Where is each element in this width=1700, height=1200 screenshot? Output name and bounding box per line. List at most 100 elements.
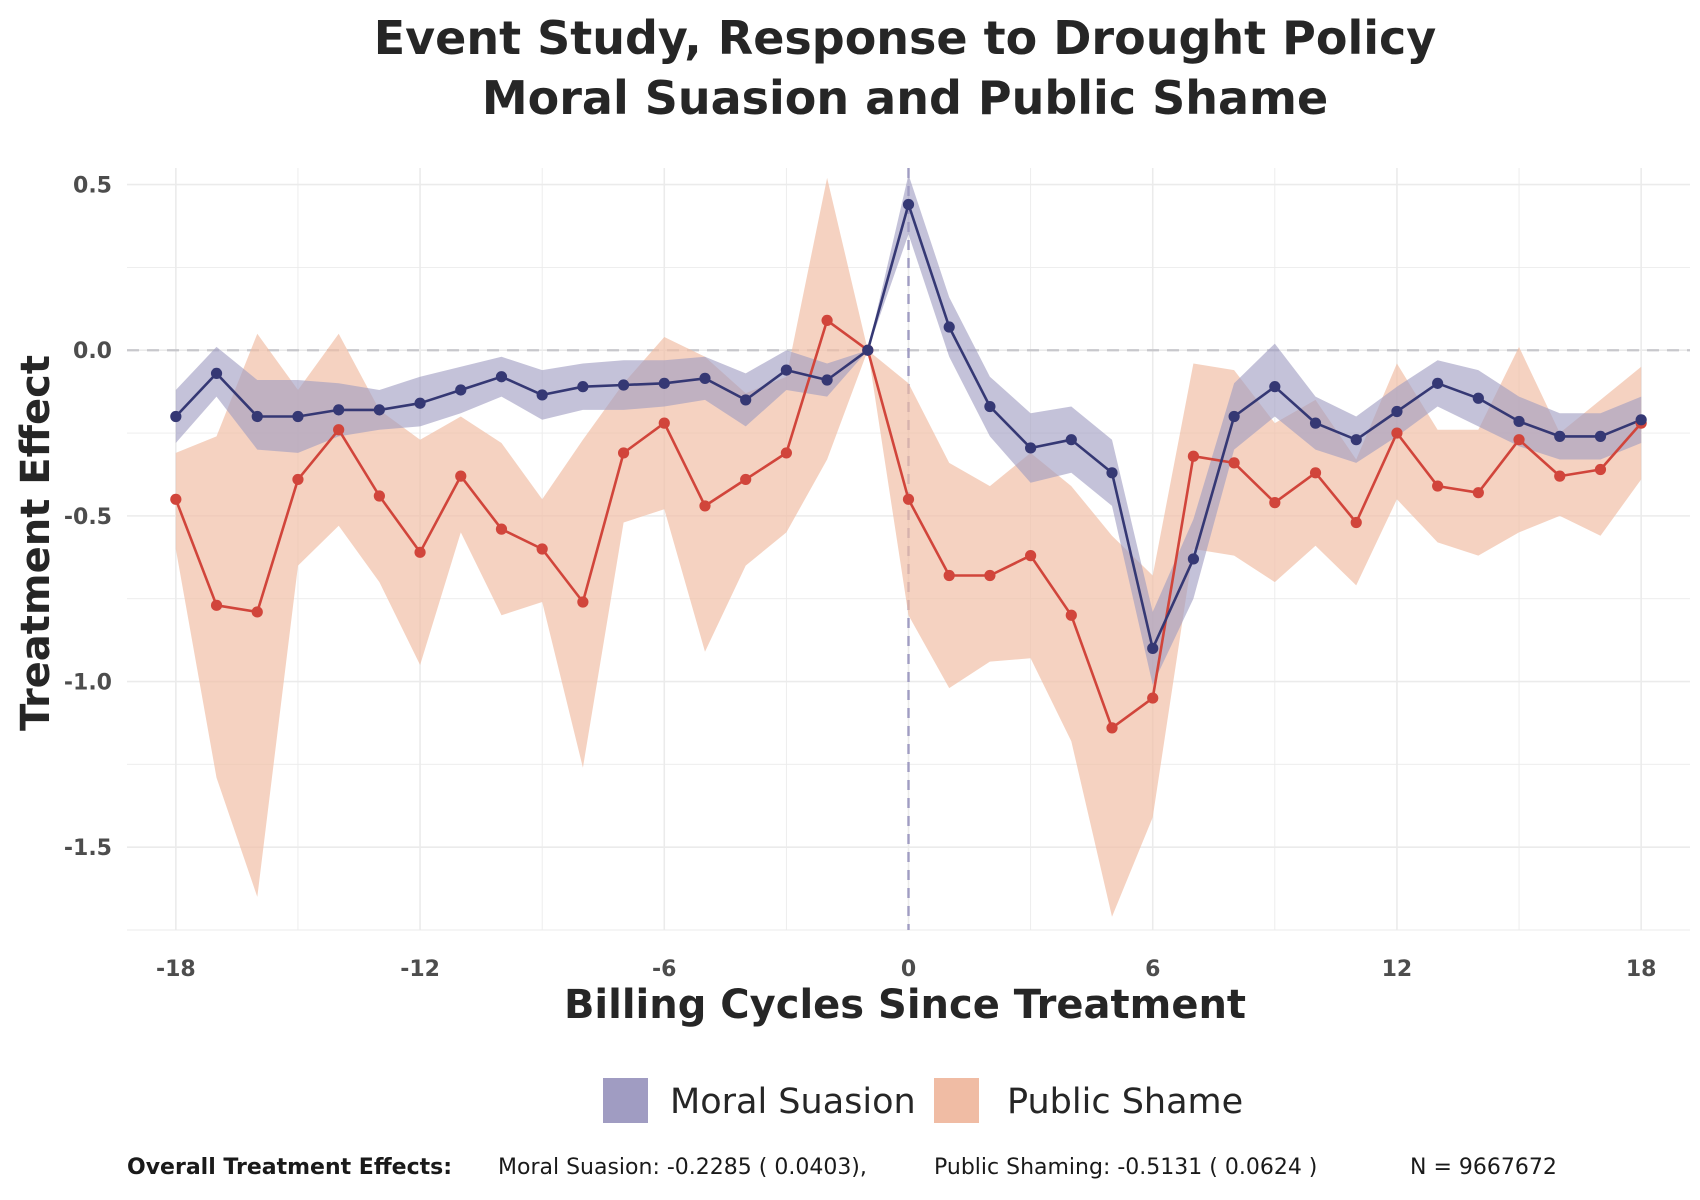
- chart-title: Event Study, Response to Drought Policy: [374, 11, 1437, 65]
- x-tick-label-2: -6: [652, 957, 676, 982]
- point-moral-suasion-14: [740, 394, 752, 406]
- legend-swatch-public-shame: [934, 1078, 979, 1123]
- point-moral-suasion-12: [658, 377, 670, 389]
- point-moral-suasion-20: [984, 400, 996, 413]
- x-axis-title: Billing Cycles Since Treatment: [564, 982, 1246, 1028]
- y-tick-label-4: -1.5: [64, 836, 112, 861]
- point-public-shame-16: [821, 314, 833, 326]
- point-moral-suasion-28: [1309, 417, 1322, 429]
- point-public-shame-13: [699, 500, 711, 512]
- point-public-shame-27: [1269, 497, 1281, 509]
- point-moral-suasion-16: [821, 374, 833, 386]
- point-moral-suasion-33: [1513, 415, 1525, 428]
- series-points: [170, 198, 1647, 734]
- point-moral-suasion-32: [1472, 392, 1484, 404]
- y-tick-label-1: 0.0: [73, 339, 112, 364]
- point-public-shame-2: [251, 606, 263, 618]
- point-public-shame-19: [943, 569, 955, 582]
- x-tick-label-5: 12: [1382, 957, 1413, 982]
- legend-swatch-moral-suasion: [603, 1078, 648, 1123]
- band-moral-suasion: [175, 174, 1642, 685]
- point-public-shame-24: [1147, 692, 1159, 704]
- point-moral-suasion-2: [251, 410, 263, 423]
- point-moral-suasion-22: [1065, 434, 1077, 446]
- point-public-shame-22: [1065, 609, 1077, 621]
- footer-moral: Moral Suasion: -0.2285 ( 0.0403),: [498, 1155, 867, 1180]
- point-public-shame-7: [455, 470, 467, 482]
- y-axis-title: Treatment Effect: [13, 355, 59, 731]
- point-moral-suasion-6: [414, 397, 426, 409]
- point-public-shame-35: [1594, 463, 1607, 476]
- point-public-shame-1: [210, 599, 223, 611]
- point-moral-suasion-8: [495, 371, 508, 383]
- point-public-shame-10: [577, 596, 589, 608]
- point-moral-suasion-10: [577, 381, 589, 393]
- y-axis-ticks: 0.5 0.0 -0.5 -1.0 -1.5: [64, 174, 112, 862]
- legend-label-public-shame: Public Shame: [1007, 1082, 1243, 1122]
- point-moral-suasion-25: [1187, 553, 1200, 565]
- point-public-shame-29: [1350, 516, 1362, 529]
- point-moral-suasion-4: [333, 404, 345, 416]
- x-tick-label-0: -18: [156, 957, 196, 982]
- point-moral-suasion-36: [1635, 414, 1647, 426]
- legend: Moral Suasion Public Shame: [603, 1078, 1243, 1123]
- x-tick-label-1: -12: [400, 957, 440, 982]
- point-public-shame-20: [984, 569, 996, 582]
- point-public-shame-6: [414, 546, 426, 558]
- point-moral-suasion-19: [943, 321, 955, 333]
- point-public-shame-33: [1513, 434, 1525, 446]
- point-moral-suasion-35: [1594, 430, 1607, 442]
- point-public-shame-8: [495, 523, 508, 535]
- point-moral-suasion-34: [1554, 430, 1566, 442]
- point-public-shame-21: [1025, 550, 1037, 562]
- point-public-shame-23: [1106, 722, 1118, 734]
- confidence-bands: [175, 174, 1642, 917]
- point-public-shame-18: [902, 493, 915, 505]
- point-moral-suasion-27: [1269, 381, 1281, 393]
- point-moral-suasion-24: [1147, 642, 1159, 654]
- point-moral-suasion-18: [902, 198, 915, 211]
- point-public-shame-25: [1187, 450, 1200, 462]
- point-moral-suasion-23: [1106, 467, 1118, 479]
- point-moral-suasion-11: [617, 379, 630, 391]
- point-public-shame-26: [1228, 457, 1240, 469]
- legend-label-moral-suasion: Moral Suasion: [670, 1082, 916, 1122]
- point-public-shame-0: [170, 493, 182, 505]
- point-public-shame-5: [373, 490, 385, 502]
- x-tick-label-3: 0: [901, 957, 916, 982]
- point-public-shame-34: [1554, 470, 1566, 482]
- point-moral-suasion-17: [862, 344, 874, 356]
- y-tick-label-0: 0.5: [73, 174, 112, 199]
- point-moral-suasion-5: [373, 404, 385, 416]
- chart-subtitle: Moral Suasion and Public Shame: [482, 71, 1328, 125]
- point-public-shame-3: [292, 473, 304, 486]
- point-moral-suasion-21: [1025, 442, 1037, 454]
- point-public-shame-4: [333, 424, 345, 436]
- point-moral-suasion-7: [455, 384, 467, 396]
- footer-n: N = 9667672: [1410, 1155, 1557, 1180]
- point-moral-suasion-26: [1228, 410, 1240, 423]
- footer-caption: Overall Treatment Effects: Moral Suasion…: [127, 1155, 1557, 1180]
- x-tick-label-6: 18: [1626, 957, 1657, 982]
- point-public-shame-30: [1391, 427, 1403, 439]
- y-tick-label-3: -1.0: [64, 671, 112, 696]
- point-moral-suasion-29: [1350, 434, 1362, 446]
- point-public-shame-11: [617, 447, 630, 459]
- y-tick-label-2: -0.5: [64, 505, 112, 530]
- x-axis-ticks: -18 -12 -6 0 6 12 18: [156, 957, 1657, 982]
- point-public-shame-32: [1472, 487, 1484, 499]
- point-moral-suasion-0: [170, 410, 182, 423]
- footer-public: Public Shaming: -0.5131 ( 0.0624 ): [934, 1155, 1317, 1180]
- point-moral-suasion-30: [1391, 405, 1403, 418]
- point-moral-suasion-3: [292, 410, 304, 423]
- point-public-shame-15: [780, 447, 792, 459]
- footer-label: Overall Treatment Effects:: [127, 1155, 452, 1180]
- point-public-shame-31: [1432, 480, 1444, 492]
- point-public-shame-9: [536, 543, 548, 555]
- point-moral-suasion-1: [210, 367, 223, 380]
- point-public-shame-14: [740, 473, 752, 486]
- point-moral-suasion-15: [780, 364, 792, 376]
- point-public-shame-12: [658, 417, 670, 429]
- x-tick-label-4: 6: [1145, 957, 1160, 982]
